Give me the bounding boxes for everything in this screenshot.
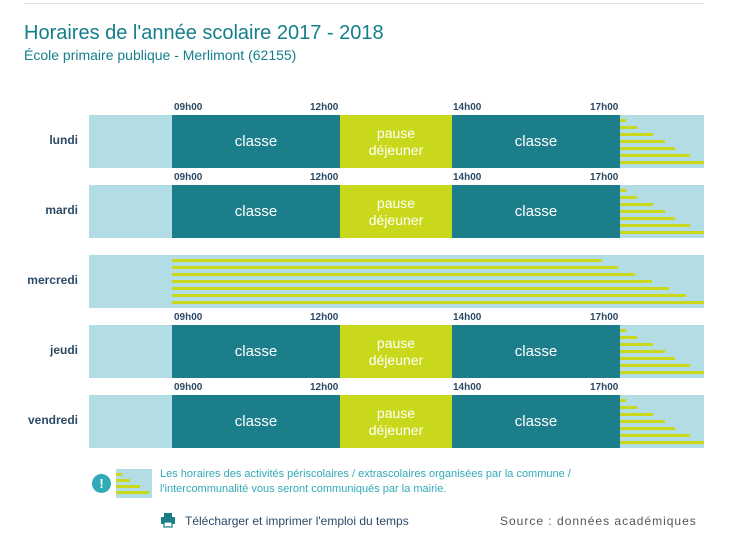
class-block: classe bbox=[172, 395, 340, 448]
periscolaire-line bbox=[620, 441, 704, 444]
lunch-break-block: pause déjeuner bbox=[340, 185, 452, 238]
periscolaire-line bbox=[620, 189, 626, 192]
periscolaire-line bbox=[620, 399, 626, 402]
day-label-mardi: mardi bbox=[45, 203, 78, 217]
periscolaire-line bbox=[620, 161, 704, 164]
class-block: classe bbox=[452, 325, 620, 378]
periscolaire-line bbox=[620, 413, 653, 416]
lunch-break-block: pause déjeuner bbox=[340, 395, 452, 448]
time-marker: 09h00 bbox=[174, 102, 203, 113]
periscolaire-line bbox=[620, 147, 675, 150]
source-note: Source : données académiques bbox=[500, 514, 697, 528]
class-block: classe bbox=[452, 395, 620, 448]
periscolaire-line bbox=[172, 301, 704, 304]
periscolaire-line bbox=[620, 196, 637, 199]
lunch-break-block: pause déjeuner bbox=[340, 325, 452, 378]
periscolaire-line bbox=[620, 343, 653, 346]
periscolaire-line bbox=[620, 434, 690, 437]
periscolaire-line bbox=[620, 203, 653, 206]
page-title: Horaires de l'année scolaire 2017 - 2018 bbox=[24, 22, 384, 44]
day-row-mardi: classe pause déjeuner classe bbox=[89, 185, 704, 238]
time-marker: 12h00 bbox=[310, 172, 339, 183]
time-marker: 14h00 bbox=[453, 382, 482, 393]
page-subtitle: École primaire publique - Merlimont (621… bbox=[24, 47, 297, 63]
printer-icon[interactable] bbox=[160, 512, 176, 528]
periscolaire-line bbox=[620, 224, 690, 227]
periscolaire-line bbox=[172, 294, 686, 297]
time-marker: 17h00 bbox=[590, 102, 619, 113]
time-marker: 14h00 bbox=[453, 312, 482, 323]
class-block: classe bbox=[172, 115, 340, 168]
periscolaire-line bbox=[620, 154, 690, 157]
class-block: classe bbox=[452, 115, 620, 168]
day-label-vendredi: vendredi bbox=[27, 413, 78, 427]
time-marker: 12h00 bbox=[310, 312, 339, 323]
periscolaire-line bbox=[620, 427, 675, 430]
day-row-lundi: classe pause déjeuner classe bbox=[89, 115, 704, 168]
day-row-mercredi bbox=[89, 255, 704, 308]
periscolaire-line bbox=[620, 350, 665, 353]
day-label-jeudi: jeudi bbox=[49, 343, 78, 357]
print-schedule-link[interactable]: Télécharger et imprimer l'emploi du temp… bbox=[185, 514, 409, 528]
periscolaire-line bbox=[172, 266, 618, 269]
periscolaire-line bbox=[620, 210, 665, 213]
periscolaire-line bbox=[620, 329, 626, 332]
periscolaire-line bbox=[172, 287, 669, 290]
class-block: classe bbox=[452, 185, 620, 238]
periscolaire-line bbox=[620, 371, 704, 374]
class-block: classe bbox=[172, 185, 340, 238]
periscolaire-line bbox=[620, 126, 637, 129]
periscolaire-line bbox=[620, 231, 704, 234]
time-marker: 09h00 bbox=[174, 312, 203, 323]
time-marker: 17h00 bbox=[590, 312, 619, 323]
time-marker: 09h00 bbox=[174, 172, 203, 183]
legend-swatch bbox=[116, 469, 152, 498]
day-row-vendredi: classe pause déjeuner classe bbox=[89, 395, 704, 448]
periscolaire-line bbox=[620, 420, 665, 423]
periscolaire-line bbox=[172, 280, 652, 283]
time-marker: 12h00 bbox=[310, 382, 339, 393]
class-block: classe bbox=[172, 325, 340, 378]
time-marker: 09h00 bbox=[174, 382, 203, 393]
periscolaire-line bbox=[172, 273, 635, 276]
periscolaire-line bbox=[620, 119, 626, 122]
time-marker: 12h00 bbox=[310, 102, 339, 113]
periscolaire-line bbox=[620, 357, 675, 360]
info-icon: ! bbox=[92, 474, 111, 493]
top-divider bbox=[24, 3, 704, 4]
time-marker: 17h00 bbox=[590, 382, 619, 393]
periscolaire-line bbox=[620, 140, 665, 143]
periscolaire-line bbox=[620, 406, 637, 409]
periscolaire-line bbox=[620, 133, 653, 136]
day-row-jeudi: classe pause déjeuner classe bbox=[89, 325, 704, 378]
day-label-lundi: lundi bbox=[49, 133, 78, 147]
periscolaire-line bbox=[620, 336, 637, 339]
time-marker: 14h00 bbox=[453, 172, 482, 183]
time-marker: 17h00 bbox=[590, 172, 619, 183]
day-label-mercredi: mercredi bbox=[27, 273, 78, 287]
legend-text: Les horaires des activités périscolaires… bbox=[160, 468, 571, 495]
periscolaire-line bbox=[620, 364, 690, 367]
periscolaire-line bbox=[172, 259, 602, 262]
periscolaire-line bbox=[620, 217, 675, 220]
time-marker: 14h00 bbox=[453, 102, 482, 113]
lunch-break-block: pause déjeuner bbox=[340, 115, 452, 168]
